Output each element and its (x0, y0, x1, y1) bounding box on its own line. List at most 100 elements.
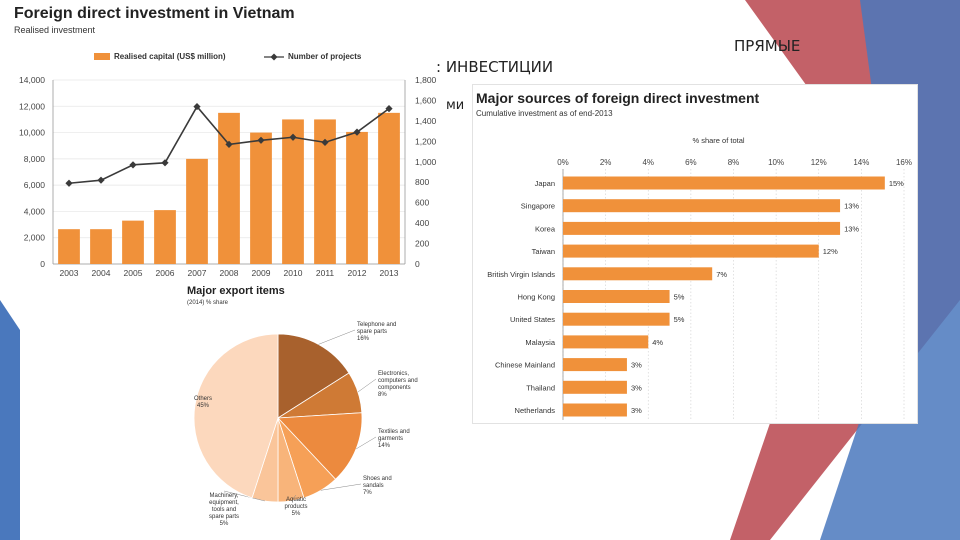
slide-title-right: ПРЯМЫЕ (734, 37, 801, 55)
x-tick-label: 2% (600, 158, 612, 167)
source-bar (563, 312, 670, 326)
value-label: 7% (716, 270, 727, 279)
category-label: Thailand (526, 383, 555, 392)
fdi-combo-chart: 0 2,000 4,000 6,000 8,000 10,000 12,000 14,000 0… (19, 75, 437, 278)
value-label: 3% (631, 383, 642, 392)
y-right-tick-label: 0 (415, 259, 420, 269)
category-label: Taiwan (532, 247, 555, 256)
pie-slice (277, 412, 363, 480)
pie-leader-line (320, 483, 362, 491)
x-tick-label: 2007 (188, 268, 207, 278)
x-tick-label: 16% (896, 158, 912, 167)
legend-projects-label: Number of projects (288, 52, 362, 61)
x-tick-label: 2008 (220, 268, 239, 278)
y-right-tick-label: 200 (415, 239, 429, 249)
category-label: United States (510, 315, 555, 324)
projects-point (65, 179, 73, 187)
y-left-tick-label: 12,000 (19, 101, 45, 111)
source-bar (563, 380, 627, 394)
x-tick-label: 6% (685, 158, 697, 167)
pie-leader-line (290, 494, 297, 502)
y-left-tick-label: 8,000 (24, 154, 46, 164)
category-label: Hong Kong (517, 293, 555, 302)
pie-slice-label: Telephone and spare parts 16% (357, 322, 396, 342)
source-bar (563, 335, 649, 349)
bar-realised-capital (186, 158, 208, 264)
projects-point (385, 105, 393, 113)
pie-slice (193, 333, 279, 499)
pie-leader-line (357, 378, 377, 393)
x-tick-label: 2005 (124, 268, 143, 278)
x-tick-label: 2006 (156, 268, 175, 278)
x-tick-label: 2004 (92, 268, 111, 278)
y-right-tick-label: 1,400 (415, 116, 437, 126)
decor-blue-band (820, 0, 960, 540)
bar-realised-capital (154, 210, 176, 264)
source-bar (563, 358, 627, 372)
projects-point (193, 102, 201, 111)
pie-slice-label: Electronics, computers and components 8% (378, 371, 418, 398)
decor-blue-left (0, 300, 20, 540)
projects-point (225, 140, 233, 148)
x-tick-label: 12% (811, 158, 827, 167)
y-left-tick-label: 4,000 (24, 206, 46, 216)
bar-realised-capital (250, 132, 272, 264)
slide-title-left: : ИНВЕСТИЦИИ (436, 58, 554, 76)
slide-title-fragment: ми (446, 98, 465, 113)
bar-realised-capital (282, 119, 304, 264)
category-label: Korea (535, 224, 556, 233)
y-left-tick-label: 0 (40, 259, 45, 269)
source-bar (563, 244, 819, 258)
projects-point (289, 133, 297, 141)
source-bar (563, 403, 627, 417)
value-label: 13% (844, 224, 859, 233)
y-right-tick-label: 1,200 (415, 136, 437, 146)
pie-slice-label: Textiles and garments 14% (378, 429, 410, 449)
value-label: 3% (631, 406, 642, 415)
pie-leader-line (318, 329, 356, 345)
bar-realised-capital (314, 119, 336, 264)
export-pie-chart: Telephone and spare parts 16% Electronics, c… (193, 322, 418, 527)
x-tick-label: 14% (853, 158, 869, 167)
pie-slice-label: Shoes and sandals 7% (363, 476, 392, 496)
bar-realised-capital (378, 112, 400, 264)
y-right-tick-label: 1,000 (415, 157, 437, 167)
y-left-tick-label: 6,000 (24, 180, 46, 190)
sources-chart-subtitle: Cumulative investment as of end-2013 (476, 109, 613, 118)
y-right-tick-label: 800 (415, 177, 429, 187)
sources-axis-title: % share of total (692, 136, 744, 145)
bar-realised-capital (346, 131, 368, 264)
source-bar (563, 221, 841, 235)
value-label: 5% (674, 293, 685, 302)
y-right-tick-label: 600 (415, 198, 429, 208)
y-left-tick-label: 14,000 (19, 75, 45, 85)
y-right-tick-label: 1,600 (415, 95, 437, 105)
category-label: Chinese Mainland (495, 361, 555, 370)
x-tick-label: 2012 (348, 268, 367, 278)
x-tick-label: 8% (728, 158, 740, 167)
sources-bar-chart: % share of total 0% 2% 4% 6% 8% 10% 12% 14% 16% Ja… (487, 136, 912, 420)
x-tick-label: 4% (642, 158, 654, 167)
y-right-tick-label: 400 (415, 218, 429, 228)
category-label: Japan (535, 179, 555, 188)
x-tick-label: 2011 (316, 268, 335, 278)
projects-point (97, 176, 105, 184)
x-tick-label: 10% (768, 158, 784, 167)
fdi-chart-title: Foreign direct investment in Vietnam (14, 5, 295, 22)
source-bar (563, 267, 713, 281)
source-bar (563, 199, 841, 213)
projects-point (129, 161, 137, 169)
legend-swatch-capital (94, 53, 110, 60)
x-tick-label: 2003 (60, 268, 79, 278)
bar-realised-capital (90, 229, 112, 264)
y-left-tick-label: 10,000 (19, 128, 45, 138)
pie-slice-label: Others 45% (194, 396, 212, 409)
sources-chart-title: Major sources of foreign direct investme… (476, 90, 760, 106)
bar-realised-capital (218, 112, 240, 264)
x-tick-label: 2009 (252, 268, 271, 278)
projects-point (321, 138, 329, 146)
export-chart-title: Major export items (187, 285, 285, 297)
y-left-tick-label: 2,000 (24, 233, 46, 243)
export-chart-subtitle: (2014) % share (187, 300, 229, 306)
source-bar (563, 290, 670, 303)
